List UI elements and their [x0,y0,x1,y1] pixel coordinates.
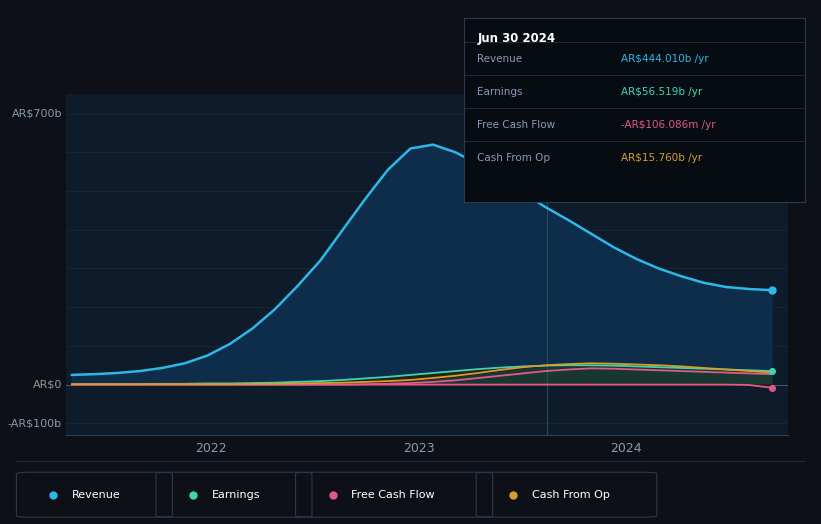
Text: Past: Past [761,116,786,128]
Text: Cash From Op: Cash From Op [478,152,551,163]
Text: Free Cash Flow: Free Cash Flow [351,490,435,500]
Text: Free Cash Flow: Free Cash Flow [478,119,556,130]
Text: AR$444.010b /yr: AR$444.010b /yr [621,53,709,64]
Text: Revenue: Revenue [478,53,523,64]
Text: AR$700b: AR$700b [11,108,62,118]
Text: AR$56.519b /yr: AR$56.519b /yr [621,86,702,97]
Text: -AR$100b: -AR$100b [8,418,62,428]
Text: Cash From Op: Cash From Op [532,490,610,500]
Text: Jun 30 2024: Jun 30 2024 [478,32,556,45]
Text: -AR$106.086m /yr: -AR$106.086m /yr [621,119,715,130]
Text: AR$15.760b /yr: AR$15.760b /yr [621,152,702,163]
Text: Earnings: Earnings [212,490,260,500]
Text: AR$0: AR$0 [33,379,62,390]
Text: Revenue: Revenue [72,490,121,500]
Text: Earnings: Earnings [478,86,523,97]
